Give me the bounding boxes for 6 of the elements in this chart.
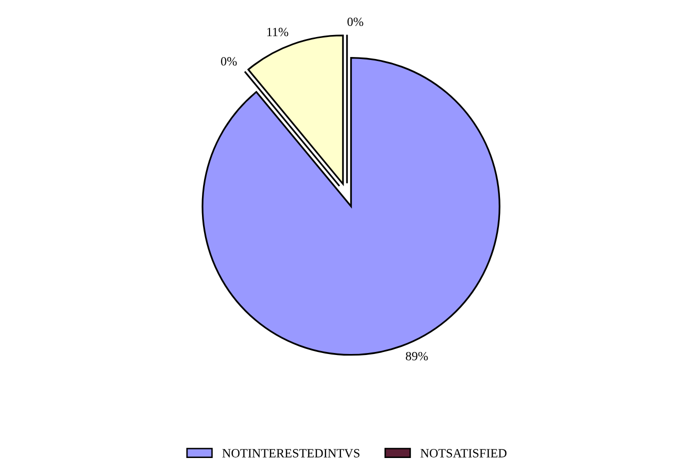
text: 0% [221, 57, 237, 66]
legend-label: NOTSATISFIED [420, 449, 506, 458]
data-label: 11% [267, 28, 288, 36]
legend-label: NOTINTERESTEDINTVS [222, 449, 360, 458]
text: 0% [347, 18, 364, 26]
data-label: 89% [406, 352, 428, 360]
